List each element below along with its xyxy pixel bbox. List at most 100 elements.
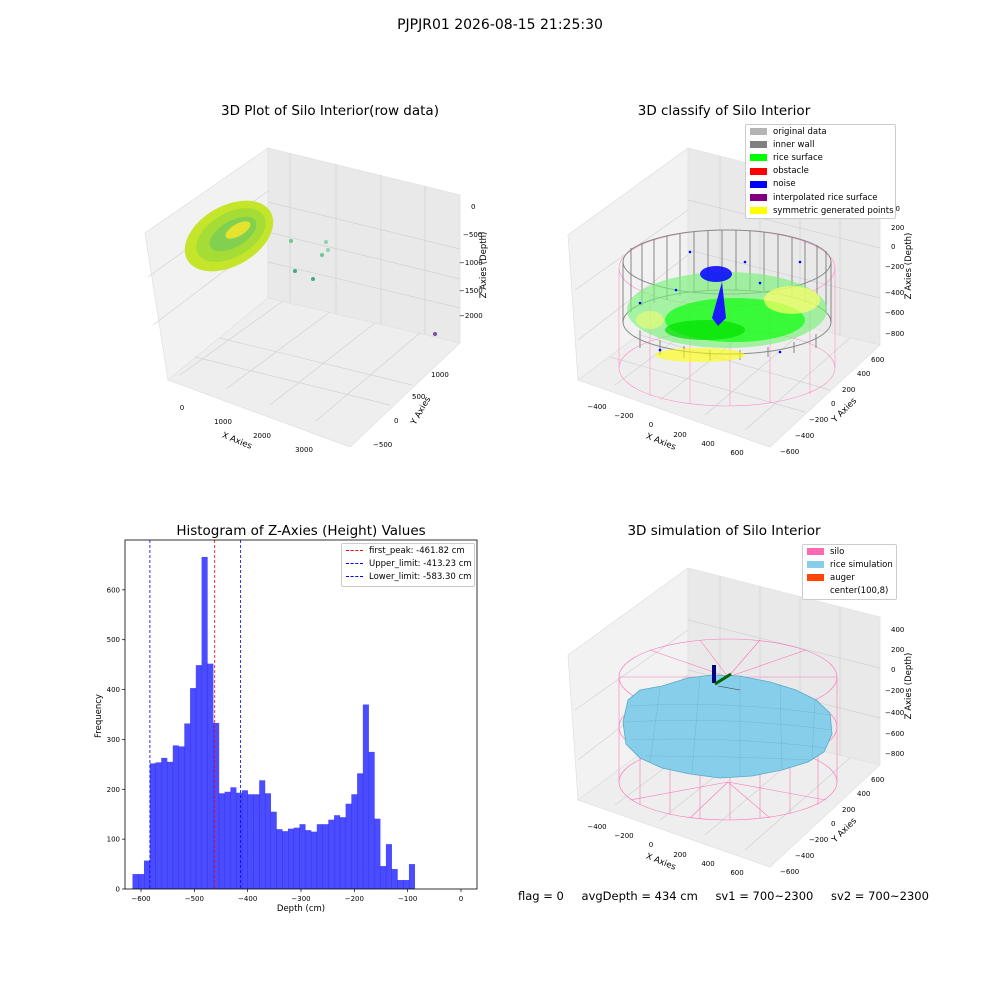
histogram-x-ticks: −600 −500 −400 −300 −200 −100 0 [131, 889, 463, 903]
panel4-z-ticks: 400 200 0 −200 −400 −600 −800 [885, 626, 904, 758]
legend-entry-original-data: original data [746, 125, 895, 138]
histogram-bar [270, 811, 277, 889]
histogram-bar [132, 874, 139, 889]
histogram-bar [149, 763, 156, 889]
legend-swatch [750, 154, 767, 162]
panel1-y-ticks: −500 0 500 1000 [373, 371, 449, 449]
x-tick-label: −100 [398, 895, 417, 903]
histogram-bar [138, 874, 145, 889]
histogram-bar [276, 829, 283, 889]
legend-swatch [750, 128, 767, 136]
panel3-title: Histogram of Z-Axies (Height) Values [176, 523, 426, 539]
histogram-bar [345, 803, 352, 889]
flag-text: flag = 0 [518, 889, 564, 903]
svg-text:−400: −400 [795, 432, 814, 440]
legend-line [346, 563, 363, 565]
histogram-bar [339, 817, 346, 889]
svg-text:1000: 1000 [214, 418, 232, 426]
panel1-x-ticks: 0 1000 2000 3000 [180, 404, 313, 454]
histogram-bar [368, 751, 375, 889]
svg-text:600: 600 [871, 776, 884, 784]
histogram-vlines [149, 540, 242, 889]
legend-swatch [807, 574, 824, 582]
noise-points [638, 250, 802, 354]
svg-text:200: 200 [842, 806, 855, 814]
histogram-y-ticks: 0 100 200 300 400 500 600 [107, 586, 125, 894]
legend-entry-center: center(100,8) [803, 585, 896, 598]
histogram-bar [264, 793, 272, 889]
panel2-x-ticks: −400 −200 0 200 400 600 [587, 403, 743, 457]
svg-text:400: 400 [701, 440, 714, 448]
svg-text:1000: 1000 [431, 371, 449, 379]
histogram-bar [161, 757, 168, 889]
svg-text:600: 600 [730, 869, 743, 877]
histogram-bar [172, 745, 179, 889]
y-tick-label: 500 [107, 636, 120, 644]
svg-text:−200: −200 [614, 412, 633, 420]
rice-surface-mesh [625, 676, 833, 777]
panel2-title: 3D classify of Silo Interior [637, 103, 811, 119]
legend-entry-rice-simulation: rice simulation [803, 558, 896, 571]
svg-text:0: 0 [649, 841, 653, 849]
svg-text:3000: 3000 [295, 446, 313, 454]
panel4-legend: silo rice simulation auger center(100,8) [802, 544, 897, 600]
legend-line [346, 576, 363, 578]
svg-text:2000: 2000 [253, 432, 271, 440]
svg-text:200: 200 [891, 224, 904, 232]
svg-text:0: 0 [471, 203, 475, 211]
svg-text:−600: −600 [885, 730, 904, 738]
sv2-text: sv2 = 700~2300 [831, 889, 929, 903]
legend-entry-interpolated: interpolated rice surface [746, 191, 895, 204]
histogram-bar [155, 762, 162, 889]
svg-text:−400: −400 [795, 852, 814, 860]
figure-suptitle: PJPJR01 2026-08-15 21:25:30 [397, 17, 603, 33]
panel4-y-ticks: −600 −400 −200 0 200 400 600 [780, 776, 884, 876]
panel3-histogram: −600 −500 −400 −300 −200 −100 0 0 100 200 300 400 5… [94, 539, 478, 914]
histogram-bar [334, 815, 341, 889]
svg-text:−600: −600 [780, 868, 799, 876]
histogram-bar [247, 794, 254, 889]
y-tick-label: 300 [107, 736, 120, 744]
svg-text:0: 0 [649, 421, 653, 429]
svg-text:−800: −800 [885, 330, 904, 338]
histogram-legend: first_peak: -461.82 cm Upper_limit: -413… [341, 543, 475, 587]
y-tick-label: 600 [107, 586, 120, 594]
histogram-bar [224, 791, 231, 889]
x-tick-label: −600 [131, 895, 150, 903]
svg-text:600: 600 [871, 356, 884, 364]
histogram-bar [305, 830, 312, 889]
histogram-bar [218, 793, 225, 889]
histogram-bar [195, 665, 202, 889]
legend-swatch [750, 194, 767, 202]
panel2-z-ticks: 00 200 0 −200 −400 −600 −800 [885, 205, 904, 338]
histogram-bar [253, 794, 260, 889]
panel4-x-ticks: −400 −200 0 200 400 600 [587, 823, 743, 877]
svg-text:−400: −400 [587, 823, 606, 831]
svg-text:−1000: −1000 [459, 259, 483, 267]
histogram-bar [397, 880, 404, 889]
svg-text:400: 400 [857, 370, 870, 378]
status-line: flag = 0 avgDepth = 434 cm sv1 = 700~230… [518, 889, 943, 903]
svg-text:400: 400 [857, 790, 870, 798]
auger [712, 665, 741, 691]
svg-text:−600: −600 [780, 448, 799, 456]
legend-swatch [807, 587, 824, 595]
x-tick-label: 0 [459, 895, 463, 903]
histogram-bar [178, 746, 185, 889]
histogram-bar [322, 824, 329, 889]
svg-text:−500: −500 [463, 231, 482, 239]
panel4-zlabel: Z Axies (Depth) [904, 653, 914, 720]
svg-text:600: 600 [730, 449, 743, 457]
legend-swatch [750, 167, 767, 175]
histogram-ylabel: Frequency [94, 694, 104, 738]
svg-text:−400: −400 [885, 709, 904, 717]
y-tick-label: 400 [107, 686, 120, 694]
x-tick-label: −500 [185, 895, 204, 903]
histogram-bar [299, 824, 306, 889]
legend-entry-lower-limit: Lower_limit: -583.30 cm [342, 570, 474, 583]
svg-text:−400: −400 [885, 289, 904, 297]
histogram-bar [143, 860, 151, 889]
svg-text:−400: −400 [587, 403, 606, 411]
histogram-bar [316, 824, 323, 889]
